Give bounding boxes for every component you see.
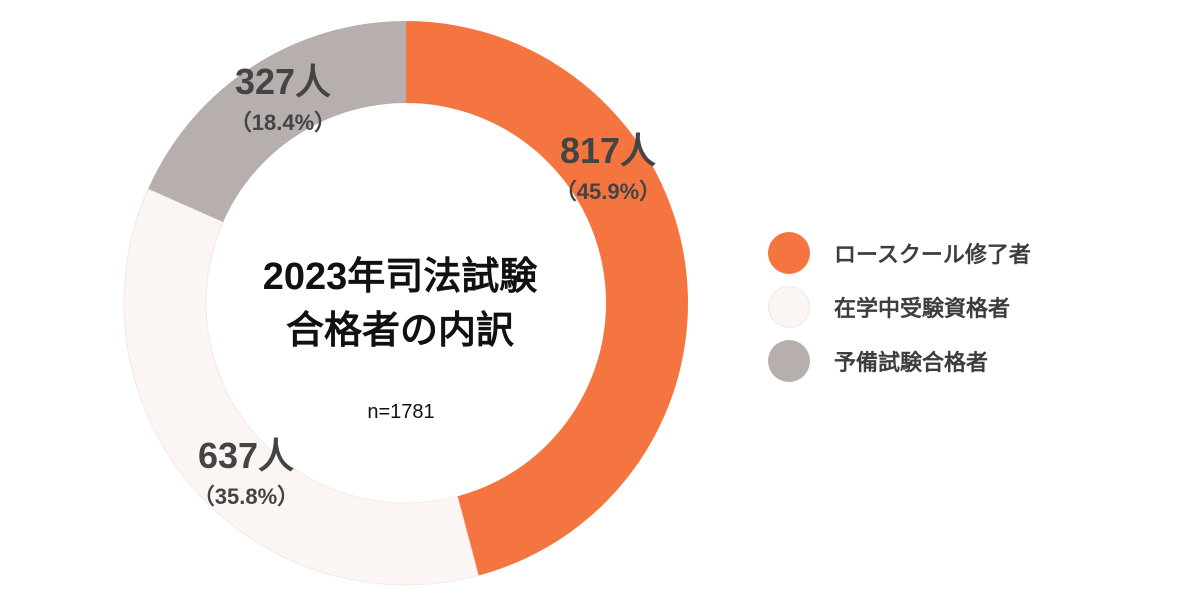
value-label: 327人 [235, 61, 331, 102]
legend-swatch-in-school [768, 286, 810, 328]
value-label: 637人 [198, 435, 294, 476]
legend-label: 予備試験合格者 [834, 350, 989, 375]
legend-label: 在学中受験資格者 [834, 296, 1011, 321]
percent-label: （35.8%） [193, 484, 299, 509]
legend-item-law-school: ロースクール修了者 [768, 226, 1031, 280]
value-label: 817人 [560, 130, 656, 171]
chart-title: 合格者の内訳 [286, 310, 514, 352]
legend: ロースクール修了者 在学中受験資格者 予備試験合格者 [768, 226, 1031, 388]
slice-law-school [406, 21, 688, 576]
legend-swatch-preliminary [768, 340, 810, 382]
chart-title: 2023年司法試験 [263, 256, 539, 298]
percent-label: （45.9%） [555, 179, 661, 204]
slice-preliminary [148, 21, 406, 222]
slice-in-school [123, 188, 479, 586]
percent-label: （18.4%） [230, 110, 336, 135]
legend-item-in-school: 在学中受験資格者 [768, 280, 1031, 334]
sample-size: n=1781 [367, 401, 434, 423]
legend-label: ロースクール修了者 [834, 242, 1031, 267]
legend-item-preliminary: 予備試験合格者 [768, 334, 1031, 388]
legend-swatch-law-school [768, 232, 810, 274]
